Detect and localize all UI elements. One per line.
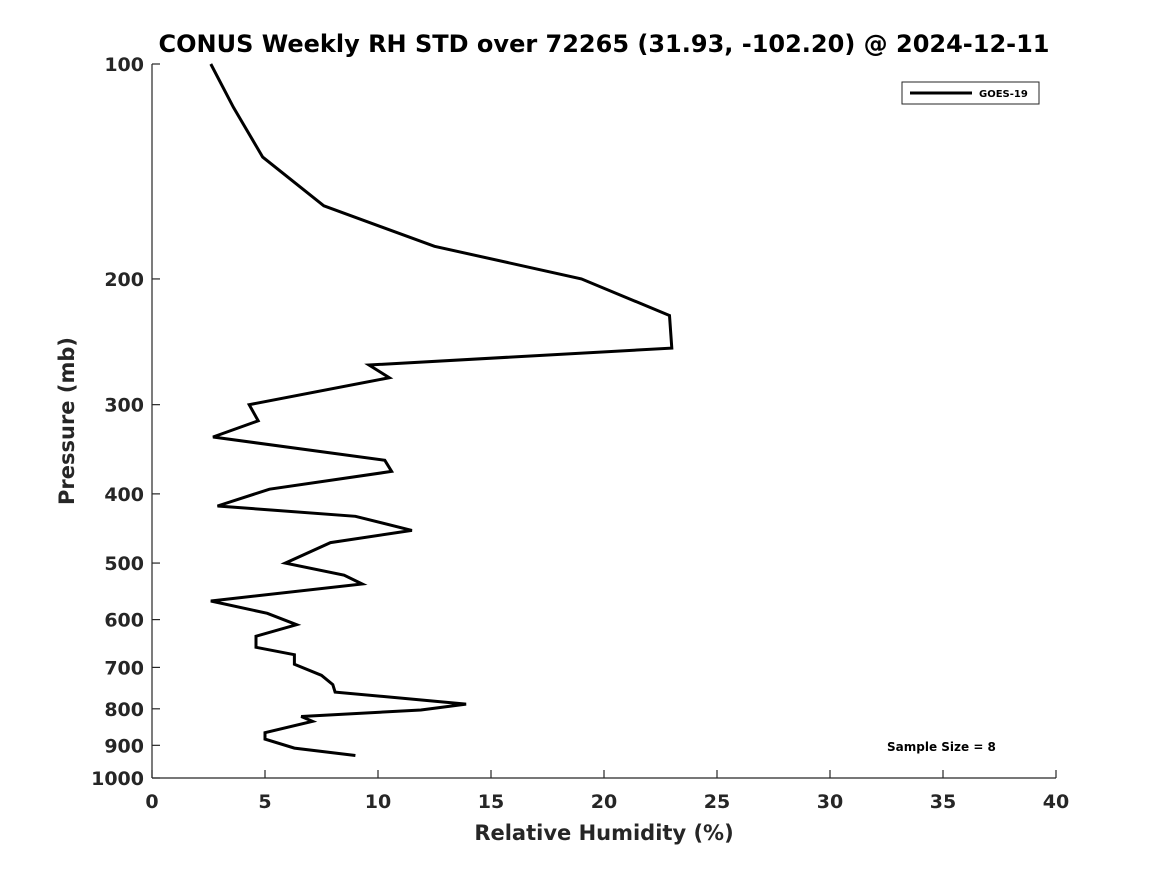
x-tick-label: 15 — [478, 791, 504, 813]
y-tick-label: 900 — [104, 735, 144, 757]
series-layer — [209, 63, 674, 757]
x-tick-label: 10 — [365, 791, 391, 813]
x-axis-label: Relative Humidity (%) — [474, 821, 733, 845]
y-tick-label: 300 — [104, 395, 144, 417]
x-tick-label: 5 — [258, 791, 271, 813]
y-tick-label: 800 — [104, 699, 144, 721]
x-tick-label: 0 — [145, 791, 158, 813]
chart-title: CONUS Weekly RH STD over 72265 (31.93, -… — [158, 30, 1049, 58]
x-tick-label: 35 — [930, 791, 956, 813]
x-tick-label: 20 — [591, 791, 617, 813]
x-tick-label: 40 — [1043, 791, 1069, 813]
legend: GOES-19 — [901, 81, 1040, 105]
y-tick-label: 100 — [104, 54, 144, 76]
sample-size-annotation: Sample Size = 8 — [887, 740, 996, 754]
y-tick-label: 200 — [104, 269, 144, 291]
y-ticks: 100 200 300 400 500 600 700 800 900 1000 — [91, 54, 160, 790]
series-line-goes-19 — [209, 63, 674, 757]
y-axis-label: Pressure (mb) — [55, 337, 79, 505]
y-tick-label: 700 — [104, 657, 144, 679]
plot-axes — [151, 64, 1056, 779]
y-tick-label: 600 — [104, 610, 144, 632]
legend-label-goes-19: GOES-19 — [979, 89, 1028, 100]
y-tick-label: 1000 — [91, 768, 144, 790]
y-tick-label: 500 — [104, 553, 144, 575]
x-tick-label: 30 — [817, 791, 843, 813]
x-ticks: 0 5 10 15 20 25 30 35 40 — [145, 770, 1069, 813]
x-tick-label: 25 — [704, 791, 730, 813]
y-tick-label: 400 — [104, 484, 144, 506]
